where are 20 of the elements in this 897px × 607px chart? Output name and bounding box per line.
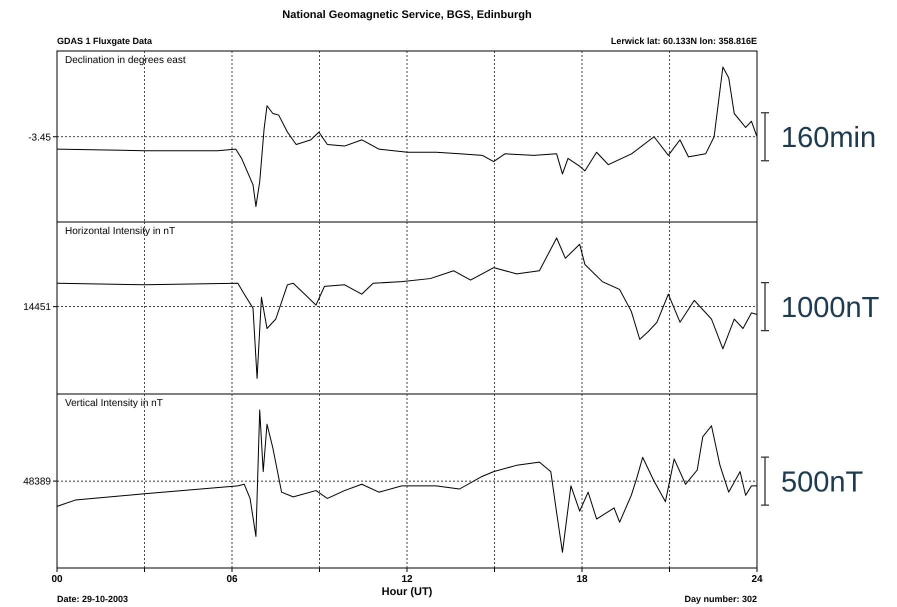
text: GDAS 1 Fluxgate Data: [57, 36, 154, 46]
chart-title: National Geomagnetic Service, BGS, Edinburgh: [282, 9, 532, 21]
x-tick-label: 18: [576, 574, 588, 585]
x-tick-label: 00: [51, 574, 63, 585]
x-tick-label: 12: [401, 574, 413, 585]
text: 48389: [23, 476, 52, 488]
text: Lerwick lat: 60.133N lon: 358.816E: [610, 36, 757, 46]
y-axis-title: Horizontal Intensity in nT: [65, 226, 176, 237]
text: 14451: [23, 302, 52, 314]
x-tick-label: 24: [751, 574, 763, 585]
text: 1000nT: [781, 292, 880, 324]
text: -3.45: [28, 132, 52, 144]
text: 160min: [781, 122, 876, 154]
x-axis-title: Hour (UT): [382, 586, 433, 598]
text: Day number: 302: [684, 594, 757, 604]
y-axis-title: Declination in degrees east: [65, 55, 186, 66]
text: 500nT: [781, 466, 864, 498]
text: Date: 29-10-2003: [57, 594, 128, 604]
x-tick-label: 06: [226, 574, 238, 585]
y-axis-title: Vertical Intensity in nT: [65, 398, 163, 409]
